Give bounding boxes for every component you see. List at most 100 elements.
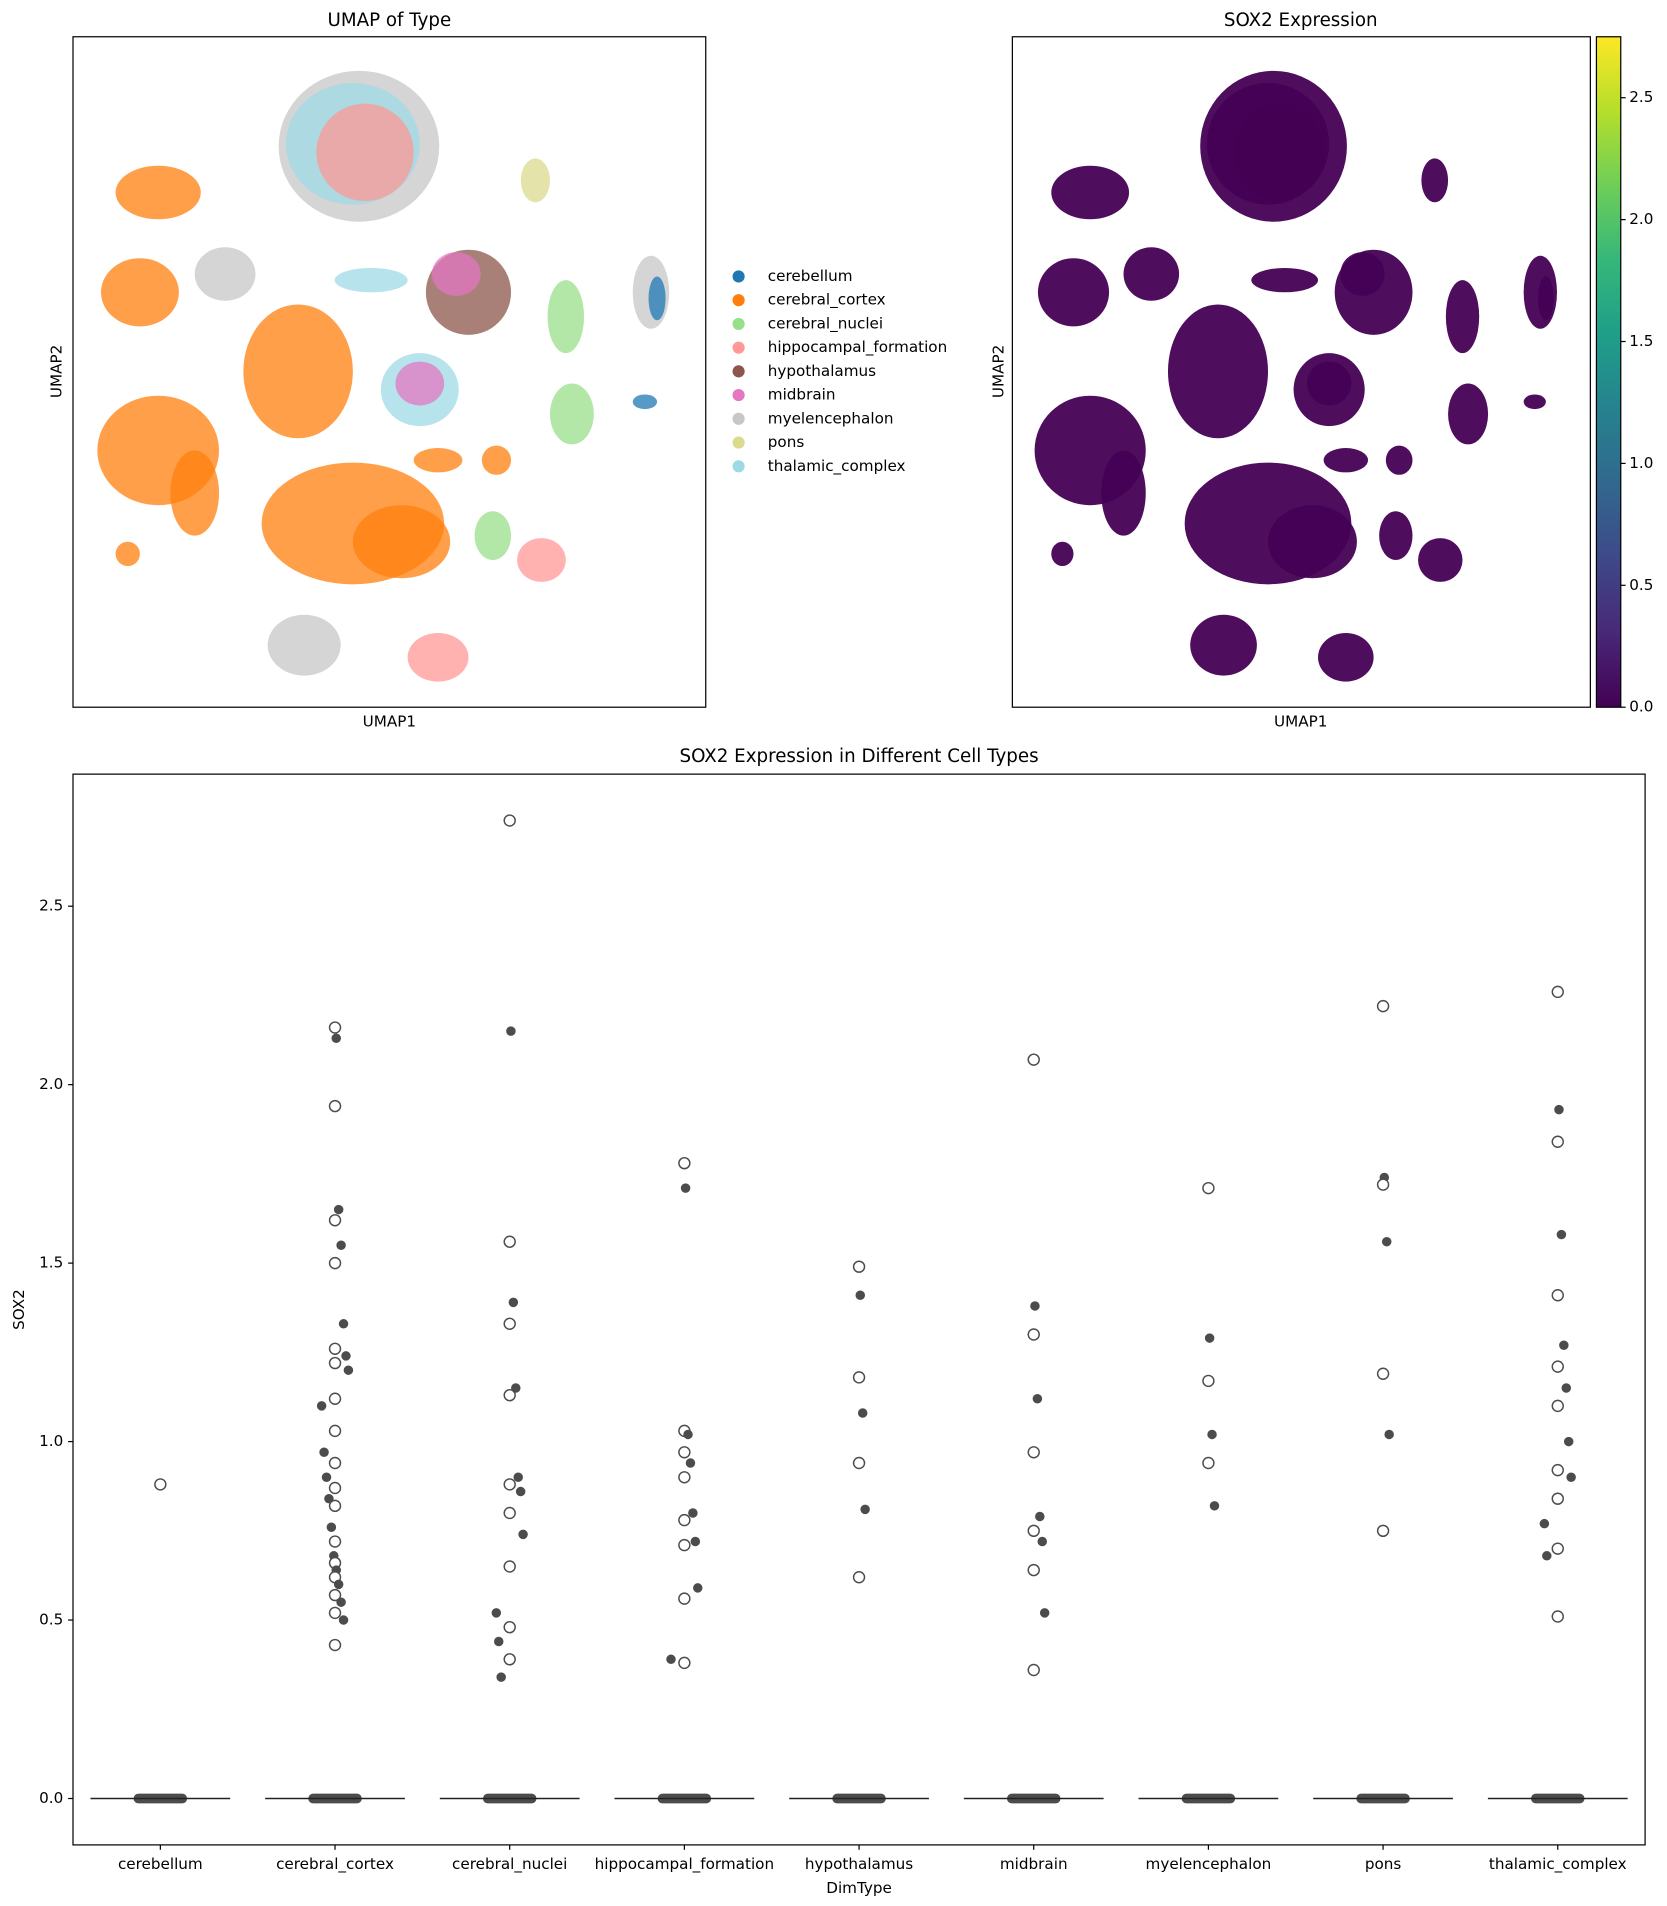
x-axis-label: UMAP1 bbox=[363, 712, 416, 730]
colorbar-tick-label: 0.5 bbox=[1629, 576, 1653, 594]
cell-cluster bbox=[1318, 632, 1374, 682]
colorbar-tick-label: 1.5 bbox=[1629, 332, 1653, 350]
outlier-point bbox=[1551, 1360, 1564, 1373]
cell-cluster bbox=[1445, 280, 1480, 354]
outlier-point bbox=[1559, 1340, 1569, 1350]
outlier-point bbox=[1551, 985, 1564, 999]
outlier-point bbox=[343, 1365, 354, 1375]
outlier-point bbox=[1027, 1328, 1040, 1341]
legend-label: hypothalamus bbox=[768, 362, 876, 380]
cell-cluster bbox=[1051, 165, 1130, 220]
cell-cluster bbox=[549, 383, 594, 445]
chart-title: UMAP of Type bbox=[328, 10, 452, 31]
cell-cluster bbox=[1448, 383, 1489, 445]
outlier-point bbox=[1030, 1301, 1040, 1311]
cell-cluster bbox=[517, 538, 566, 582]
colorbar-tick-label: 2.5 bbox=[1629, 88, 1653, 106]
outlier-point bbox=[503, 1235, 516, 1248]
outlier-point bbox=[515, 1486, 526, 1497]
outlier-point bbox=[680, 1183, 691, 1193]
outlier-point bbox=[678, 1656, 691, 1670]
outlier-point bbox=[328, 1356, 342, 1370]
outlier-point bbox=[513, 1472, 523, 1483]
legend-label: cerebellum bbox=[768, 267, 853, 285]
outlier-point bbox=[503, 1506, 516, 1520]
legend-marker bbox=[732, 412, 745, 425]
cell-cluster bbox=[1123, 247, 1180, 301]
outlier-point bbox=[1202, 1181, 1215, 1195]
cell-cluster bbox=[431, 252, 481, 296]
cell-cluster bbox=[520, 158, 550, 203]
outlier-point bbox=[685, 1458, 696, 1468]
outlier-point bbox=[852, 1571, 866, 1584]
x-tick-label: cerebral_cortex bbox=[276, 1855, 394, 1874]
colorbar-tick-label: 0.0 bbox=[1629, 698, 1653, 716]
outlier-point bbox=[333, 1579, 344, 1590]
outlier-point bbox=[341, 1351, 351, 1361]
outlier-point bbox=[683, 1429, 693, 1440]
legend-marker bbox=[732, 365, 745, 378]
legend-label: hippocampal_formation bbox=[768, 338, 947, 357]
outlier-point bbox=[1376, 1524, 1390, 1538]
outlier-point bbox=[1551, 1135, 1564, 1148]
outlier-point bbox=[1027, 1563, 1040, 1577]
outlier-point bbox=[678, 1538, 691, 1552]
x-tick-label: cerebral_nuclei bbox=[452, 1855, 567, 1874]
outlier-point bbox=[1551, 1399, 1564, 1413]
outlier-point bbox=[1381, 1236, 1392, 1247]
legend-marker bbox=[732, 317, 745, 331]
outlier-point bbox=[1551, 1610, 1564, 1623]
cell-cluster bbox=[243, 304, 353, 439]
cell-cluster bbox=[316, 103, 414, 202]
outlier-point bbox=[1551, 1542, 1564, 1555]
cell-cluster bbox=[632, 394, 658, 410]
legend-marker bbox=[732, 389, 745, 402]
outlier-point bbox=[1376, 999, 1390, 1013]
cell-cluster bbox=[100, 258, 179, 327]
y-tick-label: 1.0 bbox=[39, 1432, 63, 1450]
outlier-point bbox=[338, 1319, 349, 1329]
cell-cluster bbox=[1421, 158, 1449, 203]
legend-marker bbox=[732, 341, 745, 354]
outlier-point bbox=[1035, 1511, 1045, 1522]
outlier-point bbox=[1539, 1518, 1550, 1529]
outlier-point bbox=[1202, 1374, 1215, 1388]
cell-cluster bbox=[1323, 448, 1369, 473]
outlier-point bbox=[1554, 1104, 1564, 1115]
legend-label: pons bbox=[768, 433, 805, 451]
cell-cluster bbox=[170, 450, 220, 536]
cell-cluster bbox=[115, 165, 201, 220]
outlier-point bbox=[328, 1342, 342, 1355]
cell-cluster bbox=[407, 632, 469, 682]
legend-marker bbox=[732, 460, 745, 473]
outlier-point bbox=[693, 1583, 703, 1593]
outlier-point bbox=[1566, 1472, 1576, 1483]
outlier-point bbox=[1027, 1446, 1040, 1459]
cell-cluster bbox=[115, 541, 140, 567]
outlier-point bbox=[1032, 1394, 1043, 1404]
y-axis-label: UMAP2 bbox=[989, 345, 1007, 398]
outlier-point bbox=[1376, 1367, 1390, 1380]
cell-cluster bbox=[1234, 103, 1324, 202]
cell-cluster bbox=[1167, 304, 1269, 439]
cell-cluster bbox=[1051, 541, 1074, 567]
cell-cluster bbox=[474, 511, 512, 560]
outlier-point bbox=[852, 1260, 866, 1273]
y-tick-label: 2.0 bbox=[39, 1075, 63, 1093]
outlier-point bbox=[857, 1408, 868, 1418]
outlier-point bbox=[154, 1478, 167, 1491]
cell-cluster bbox=[1306, 361, 1352, 406]
outlier-point bbox=[331, 1033, 341, 1044]
outlier-point bbox=[1376, 1178, 1390, 1191]
x-axis-label: UMAP1 bbox=[1274, 712, 1327, 730]
outlier-point bbox=[1027, 1524, 1040, 1538]
plot-area bbox=[1011, 36, 1591, 708]
chart-title: SOX2 Expression bbox=[1224, 10, 1378, 31]
colorbar-tick-label: 2.0 bbox=[1629, 210, 1653, 228]
outlier-point bbox=[491, 1608, 502, 1618]
cell-cluster bbox=[194, 247, 256, 301]
legend-marker bbox=[732, 270, 745, 283]
outlier-point bbox=[1551, 1463, 1564, 1477]
outlier-point bbox=[326, 1522, 337, 1532]
outlier-point bbox=[1027, 1053, 1040, 1066]
